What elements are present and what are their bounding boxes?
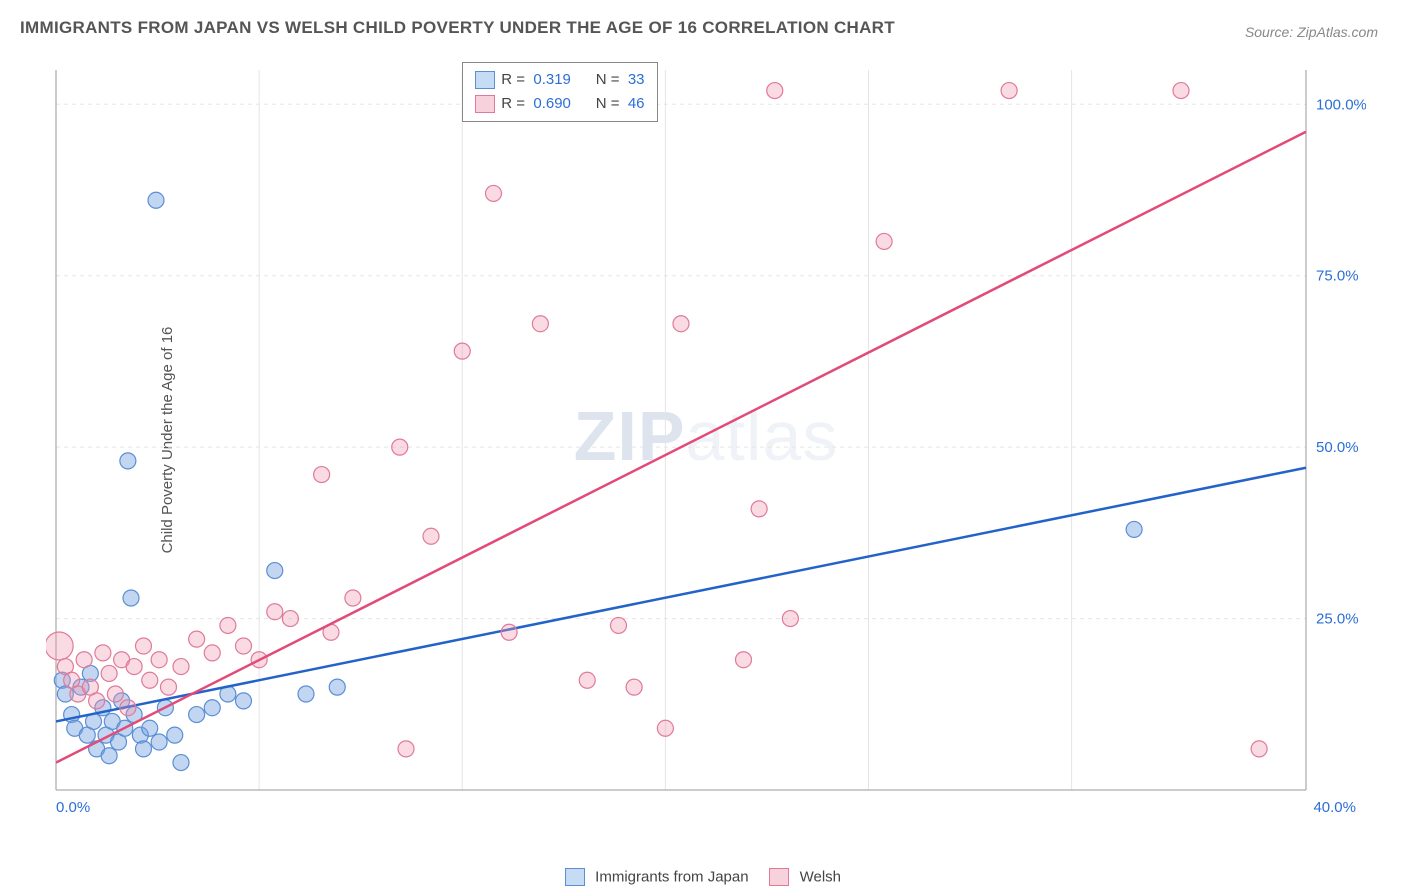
svg-text:50.0%: 50.0%	[1316, 439, 1359, 456]
svg-text:0.0%: 0.0%	[56, 799, 90, 816]
legend-label-japan: Immigrants from Japan	[595, 869, 748, 886]
svg-text:40.0%: 40.0%	[1313, 799, 1356, 816]
svg-text:75.0%: 75.0%	[1316, 268, 1359, 285]
legend-row: R = 0.319 N = 33	[475, 68, 644, 92]
legend-row: R = 0.690 N = 46	[475, 92, 644, 116]
bottom-legend: Immigrants from Japan Welsh	[565, 868, 841, 886]
chart-title: IMMIGRANTS FROM JAPAN VS WELSH CHILD POV…	[20, 18, 895, 38]
legend-label-welsh: Welsh	[800, 869, 841, 886]
source-attribution: Source: ZipAtlas.com	[1245, 24, 1378, 40]
chart-area: Child Poverty Under the Age of 16 ZIPatl…	[46, 60, 1366, 820]
svg-text:100.0%: 100.0%	[1316, 96, 1366, 113]
correlation-legend: R = 0.319 N = 33R = 0.690 N = 46	[462, 62, 657, 122]
svg-text:25.0%: 25.0%	[1316, 611, 1359, 628]
legend-swatch-welsh	[769, 868, 789, 886]
scatter-plot-svg: 25.0% 50.0% 75.0% 100.0% 0.0% 40.0%	[46, 60, 1366, 820]
legend-swatch-japan	[565, 868, 585, 886]
